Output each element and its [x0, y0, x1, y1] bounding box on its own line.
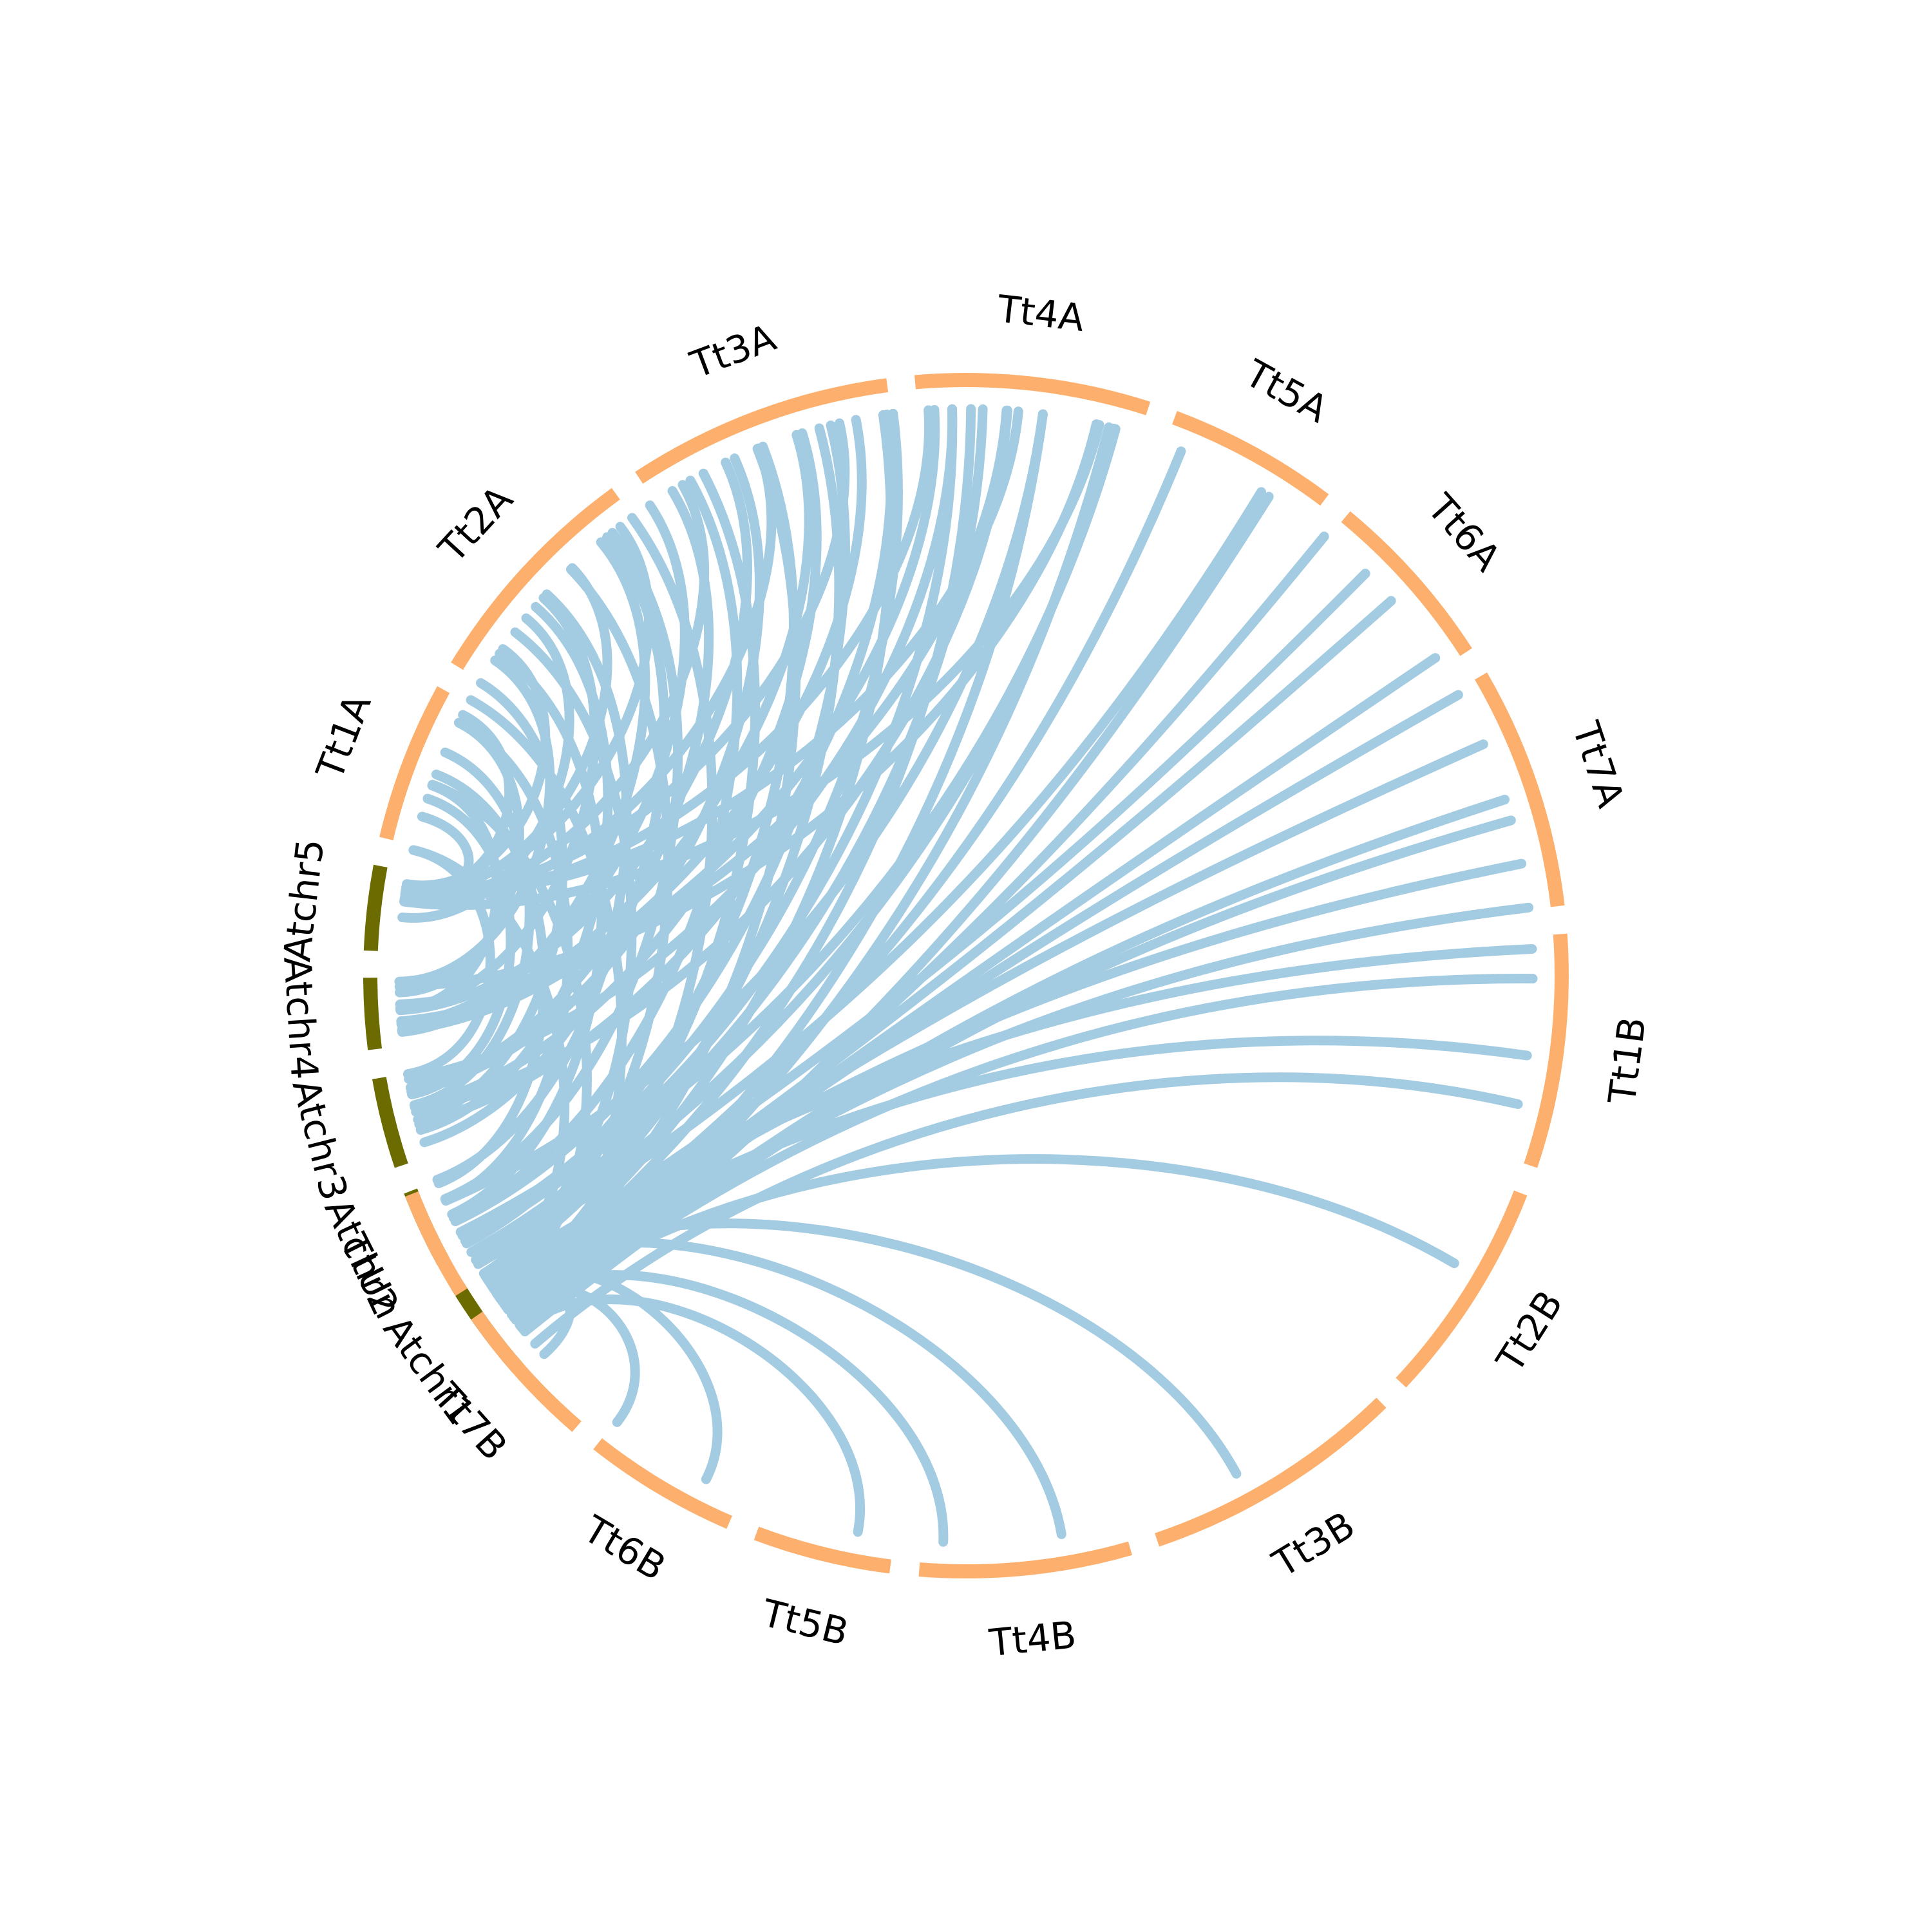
synteny-link — [482, 944, 1537, 1283]
ring-layer — [363, 373, 1569, 1578]
synteny-link — [395, 593, 600, 1014]
chromosome-label-tt6b: Tt6B — [576, 1507, 674, 1589]
chromosome-arc-tt5b — [753, 1526, 891, 1574]
synteny-link — [495, 1278, 575, 1359]
chromosome-arc-tt7b — [471, 1311, 582, 1432]
chromosome-arc-tt1b — [1524, 933, 1569, 1168]
chromosome-label-tt1a: Tt1A — [307, 688, 379, 786]
chromosome-arc-tt2a — [451, 488, 620, 670]
chromosome-arc-tt4a — [914, 373, 1151, 415]
chromosome-label-tt6a: Tt6A — [1419, 485, 1510, 580]
synteny-link — [440, 527, 683, 1204]
synteny-link — [473, 487, 1266, 1269]
chromosome-arc-tt1a — [379, 686, 450, 840]
chromosome-arc-tt3a — [635, 378, 889, 484]
chromosome-arc-tt4b — [918, 1541, 1133, 1578]
chromosome-label-tt2b: Tt2B — [1488, 1283, 1571, 1380]
chromosome-arc-tt6b — [593, 1438, 732, 1529]
synteny-link — [484, 569, 1370, 1287]
chromosome-label-tt4b: Tt4B — [987, 1613, 1078, 1665]
chromosome-label-tt5b: Tt5B — [757, 1591, 853, 1654]
synteny-link — [394, 656, 555, 987]
chromosome-arc-tt2b — [1396, 1190, 1528, 1388]
synteny-link — [488, 1265, 723, 1484]
chromosome-arc-atchr3 — [372, 1077, 408, 1168]
chromosome-label-atchr5: Atchr5 — [275, 837, 332, 963]
chromosome-arc-atchr4 — [363, 978, 383, 1050]
chromosome-label-tt1b: Tt1B — [1600, 1014, 1654, 1106]
synteny-link — [410, 428, 822, 1112]
chromosome-label-tt4a: Tt4A — [995, 287, 1087, 340]
synteny-link — [491, 858, 1527, 1298]
chromosome-label-tt7a: Tt7A — [1564, 716, 1633, 813]
chromosome-arc-tt6a — [1341, 511, 1472, 656]
chromosome-label-tt3b: Tt3B — [1265, 1503, 1362, 1586]
chromosome-label-tt5a: Tt5A — [1238, 351, 1336, 431]
chromosome-arc-ttun — [405, 1191, 468, 1296]
synteny-link — [516, 1294, 865, 1537]
synteny-link — [509, 1154, 1459, 1323]
chromosome-label-ttun: TtUn — [331, 1226, 410, 1325]
synteny-link — [432, 589, 632, 1185]
synteny-link — [471, 423, 1119, 1265]
synteny-link — [503, 690, 1463, 1314]
chromosome-label-tt2a: Tt2A — [430, 477, 521, 571]
synteny-link — [489, 410, 896, 1294]
synteny-link — [515, 795, 1510, 1331]
synteny-link — [466, 404, 988, 1257]
links-layer — [394, 404, 1538, 1547]
chromosome-label-atchr4: Atchr4 — [275, 956, 327, 1081]
chromosome-label-tt3a: Tt3A — [684, 316, 781, 387]
chromosome-arc-atchr5 — [363, 864, 388, 951]
synteny-link — [530, 1072, 1523, 1349]
chromosome-arc-tt5a — [1172, 411, 1329, 506]
chromosome-label-atchr3: Atchr3 — [283, 1075, 356, 1205]
chromosome-arc-tt3b — [1155, 1397, 1387, 1547]
chromosome-arc-tt7a — [1474, 672, 1565, 907]
synteny-link — [486, 1218, 1242, 1479]
